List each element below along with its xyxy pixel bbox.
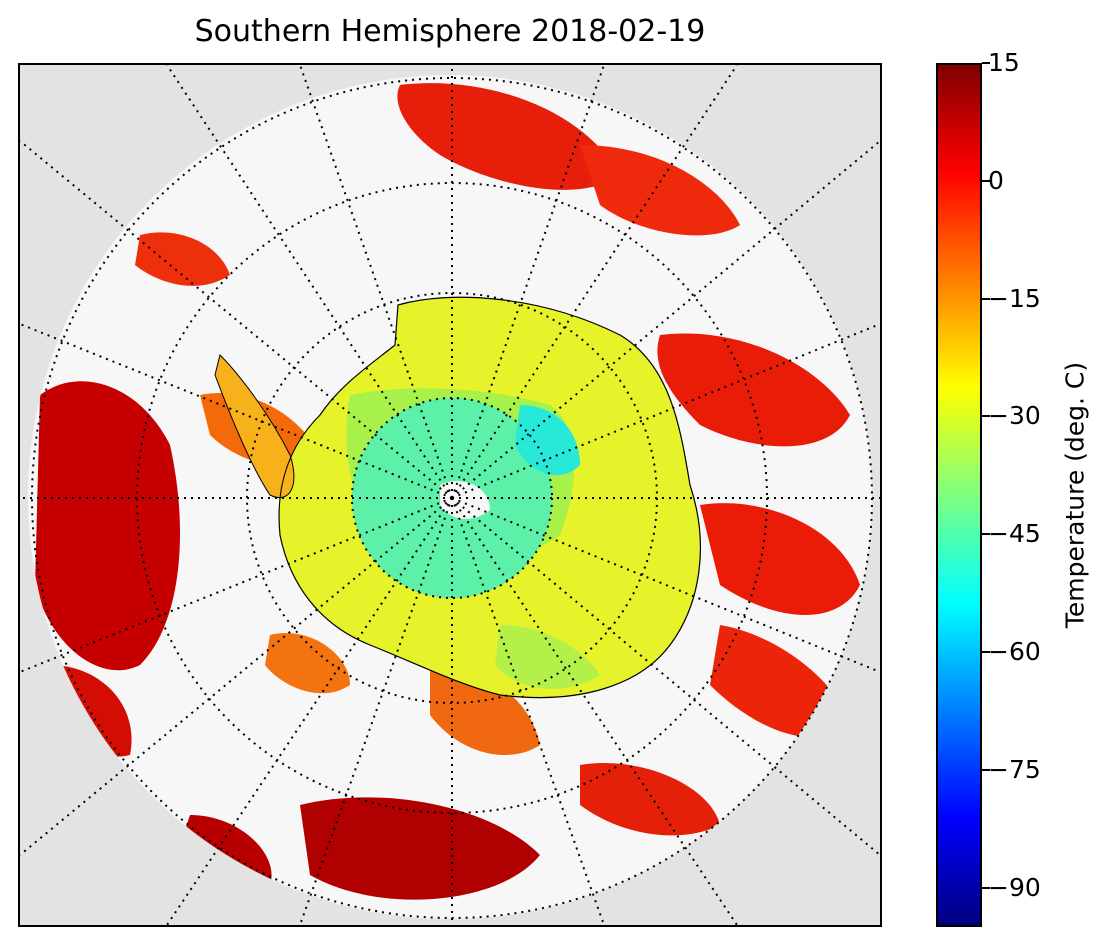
meridian-line xyxy=(451,497,880,673)
temperature-field xyxy=(35,83,860,900)
meridian-line xyxy=(451,65,738,499)
meridian-line xyxy=(166,65,453,499)
colorbar-tick-label: −45 xyxy=(988,519,1041,549)
map-canvas xyxy=(20,65,880,925)
peninsula-coastline xyxy=(214,354,295,498)
colorbar-tick xyxy=(982,768,990,771)
colorbar-tick xyxy=(982,651,990,654)
meridian-line xyxy=(20,497,453,856)
colorbar-tick-label: −15 xyxy=(988,283,1041,313)
meridian-line xyxy=(451,497,880,856)
meridian-line xyxy=(20,140,453,499)
chart-title: Southern Hemisphere 2018-02-19 xyxy=(194,14,706,49)
antarctica-coastline xyxy=(278,296,702,699)
colorbar-tick xyxy=(982,533,990,536)
meridian-line xyxy=(20,323,453,499)
meridian-line xyxy=(451,497,738,925)
colorbar-tick xyxy=(982,415,990,418)
meridian-line xyxy=(451,323,880,499)
colorbar-label: Temperature (deg. C) xyxy=(1060,361,1090,629)
colorbar-tick-label: −75 xyxy=(988,754,1041,784)
colorbar-tick-label: −30 xyxy=(988,401,1041,431)
graticule xyxy=(20,65,880,925)
meridian-line xyxy=(166,497,453,925)
meridian-line xyxy=(20,497,453,673)
meridian-line xyxy=(451,140,880,499)
colorbar-tick-label: 0 xyxy=(988,165,1004,195)
colorbar-tick xyxy=(982,62,990,64)
colorbar-tick-label: 15 xyxy=(988,48,1020,77)
colorbar-tick-label: −90 xyxy=(988,872,1041,902)
colorbar-tick xyxy=(982,886,990,889)
polar-map xyxy=(18,63,882,927)
colorbar xyxy=(936,63,982,927)
colorbar-tick xyxy=(982,179,990,182)
colorbar-tick xyxy=(982,297,990,300)
colorbar-tick-label: −60 xyxy=(988,637,1041,667)
